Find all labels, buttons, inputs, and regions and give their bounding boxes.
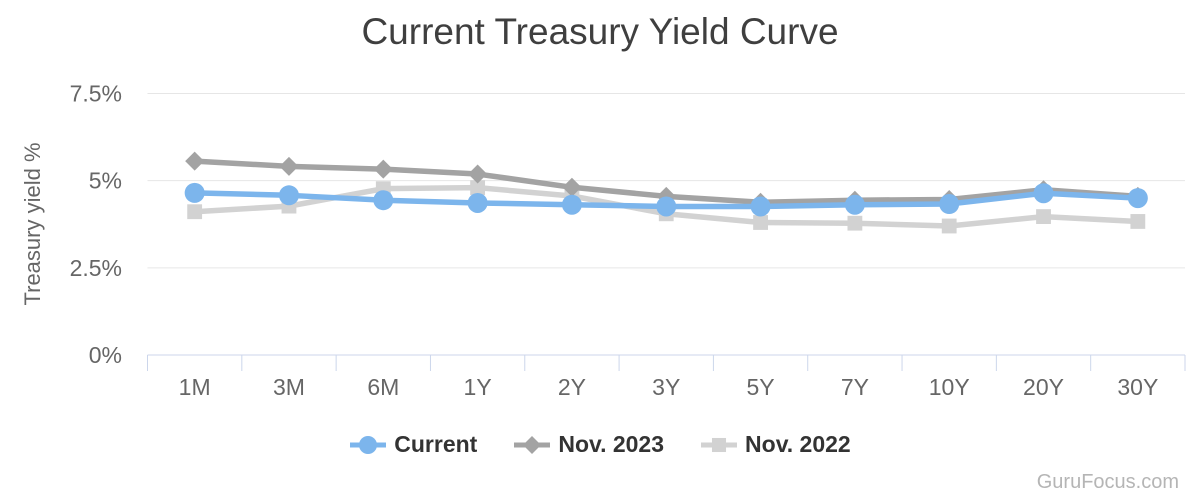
point-nov-2022-30y[interactable] [1130,214,1146,229]
point-nov-2022-7y[interactable] [847,215,863,231]
x-axis-label: 1Y [464,374,492,400]
point-nov-2022-5y[interactable] [753,215,768,230]
y-axis-label: 2.5% [70,255,122,281]
y-axis-labels: 0% 2.5% 5% 7.5% [70,81,122,369]
point-nov-2022-1m[interactable] [187,204,203,220]
point-current-6m[interactable] [373,190,394,211]
point-current-5y[interactable] [750,196,771,217]
y-axis-label: 7.5% [70,81,122,107]
plot-area: 1M 3M 6M 1Y 2Y 3Y 5Y 7Y 10Y 20Y 30Y 0% 2.5% 5% 7.5% Tre… [20,81,1186,400]
point-current-10y[interactable] [939,194,960,215]
point-current-30y[interactable] [1127,188,1148,209]
y-axis-label: 0% [89,342,122,368]
point-current-20y[interactable] [1033,183,1054,204]
legend-label: Nov. 2022 [745,431,851,457]
circle-icon [359,435,378,454]
x-axis [147,354,1186,371]
x-axis-label: 30Y [1117,374,1158,400]
legend-item-nov-2023[interactable]: Nov. 2023 [513,431,664,458]
diamond-icon [523,435,542,454]
point-nov-2022-1y[interactable] [470,180,486,196]
x-axis-labels: 1M 3M 6M 1Y 2Y 3Y 5Y 7Y 10Y 20Y 30Y [179,374,1159,400]
y-axis-label: 5% [89,168,122,194]
legend-marker-diamond-icon [514,435,551,454]
gridlines [147,93,1185,269]
legend-label: Current [394,431,478,457]
x-axis-label: 20Y [1023,374,1064,400]
point-nov-2023-2y[interactable] [562,177,582,197]
x-axis-label: 3Y [652,374,680,400]
point-nov-2023-1m[interactable] [185,151,205,171]
x-axis-label: 5Y [746,374,774,400]
point-current-3m[interactable] [278,185,299,206]
point-current-1m[interactable] [184,182,205,203]
x-axis-label: 3M [273,374,305,400]
point-current-3y[interactable] [656,196,677,217]
legend-label: Nov. 2023 [558,431,665,457]
x-axis-label: 10Y [929,374,970,400]
point-nov-2022-10y[interactable] [941,218,957,234]
square-icon [712,437,727,452]
series-current [184,182,1148,217]
y-axis-title: Treasury yield % [20,142,45,305]
legend-item-current[interactable]: Current [349,431,477,458]
x-axis-label: 1M [179,374,211,400]
watermark: GuruFocus.com [1036,471,1179,493]
legend-item-nov-2022[interactable]: Nov. 2022 [700,431,851,458]
point-current-1y[interactable] [467,192,488,213]
legend-marker-square-icon [701,437,738,452]
chart-title: Current Treasury Yield Curve [361,11,839,52]
point-current-7y[interactable] [844,194,865,215]
point-current-2y[interactable] [561,194,582,215]
point-nov-2023-3m[interactable] [279,156,299,176]
legend: Current Nov. 2023 Nov. 2022 [0,431,1200,458]
x-axis-label: 6M [367,374,399,400]
x-axis-label: 2Y [558,374,586,400]
legend-marker-circle-icon [350,435,387,454]
point-nov-2023-6m[interactable] [373,159,393,179]
point-nov-2022-20y[interactable] [1036,209,1051,224]
x-axis-label: 7Y [841,374,869,400]
point-nov-2023-1y[interactable] [468,164,488,184]
